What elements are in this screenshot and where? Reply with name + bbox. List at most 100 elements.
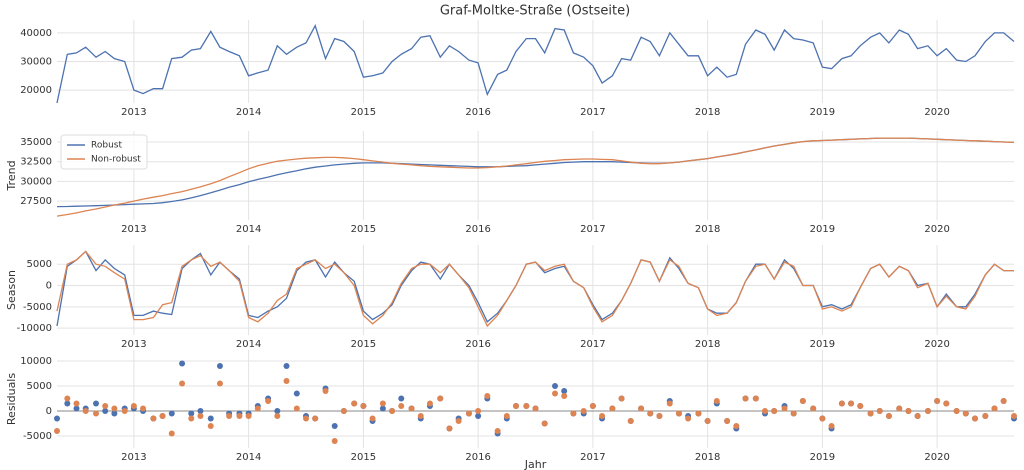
point bbox=[848, 400, 855, 407]
point bbox=[914, 413, 921, 419]
point bbox=[552, 383, 559, 389]
x-tick-label: 2018 bbox=[695, 452, 720, 463]
legend-label: Non-robust bbox=[91, 155, 141, 165]
point bbox=[351, 400, 358, 407]
x-tick-label: 2016 bbox=[465, 224, 490, 235]
point bbox=[398, 403, 405, 409]
point bbox=[121, 408, 128, 414]
point bbox=[437, 395, 444, 402]
point bbox=[408, 405, 415, 412]
point bbox=[647, 410, 654, 417]
point bbox=[389, 408, 396, 414]
point bbox=[867, 410, 874, 417]
series-line bbox=[56, 137, 1015, 208]
point bbox=[523, 403, 530, 409]
point bbox=[724, 418, 731, 424]
point bbox=[580, 408, 587, 414]
point bbox=[991, 405, 998, 412]
point bbox=[752, 395, 759, 402]
point bbox=[638, 405, 645, 412]
point bbox=[82, 408, 89, 414]
point bbox=[54, 415, 60, 422]
point bbox=[379, 405, 386, 412]
point bbox=[982, 413, 989, 419]
point bbox=[857, 403, 864, 409]
point bbox=[245, 413, 252, 419]
point bbox=[962, 410, 969, 417]
x-tick-label: 2019 bbox=[810, 107, 835, 118]
x-tick-label: 2020 bbox=[924, 224, 949, 235]
point bbox=[503, 413, 510, 419]
point bbox=[656, 413, 663, 419]
point bbox=[733, 423, 740, 429]
y-tick-label: 30000 bbox=[20, 57, 52, 68]
x-tick-label: 2018 bbox=[695, 224, 720, 235]
point bbox=[236, 413, 243, 419]
x-tick-label: 2017 bbox=[580, 224, 605, 235]
x-tick-label: 2018 bbox=[695, 339, 720, 350]
point bbox=[953, 408, 960, 414]
point bbox=[179, 360, 186, 367]
x-tick-label: 2013 bbox=[121, 107, 146, 118]
point bbox=[197, 413, 204, 419]
legend-box bbox=[60, 134, 148, 170]
point bbox=[150, 415, 157, 422]
point bbox=[102, 408, 109, 414]
point bbox=[283, 363, 290, 369]
point bbox=[179, 380, 186, 387]
point bbox=[73, 400, 80, 407]
x-tick-label: 2013 bbox=[121, 224, 146, 235]
point bbox=[675, 410, 682, 417]
y-tick-label: 0 bbox=[46, 281, 52, 292]
point bbox=[924, 408, 931, 414]
point bbox=[1000, 398, 1007, 404]
point bbox=[1011, 413, 1017, 419]
series-line bbox=[56, 250, 1014, 328]
point bbox=[168, 430, 175, 437]
point bbox=[943, 400, 950, 407]
x-tick-label: 2016 bbox=[465, 452, 490, 463]
point bbox=[102, 403, 109, 409]
point bbox=[216, 380, 223, 387]
x-tick-label: 2019 bbox=[810, 452, 835, 463]
x-tick-label: 2019 bbox=[810, 339, 835, 350]
point bbox=[293, 405, 300, 412]
point bbox=[265, 398, 272, 404]
point bbox=[704, 418, 711, 424]
point bbox=[589, 403, 596, 409]
series-line bbox=[56, 137, 1015, 217]
x-tick-label: 2017 bbox=[580, 339, 605, 350]
point bbox=[274, 413, 281, 419]
point bbox=[197, 408, 204, 414]
point bbox=[446, 425, 453, 432]
point bbox=[532, 405, 539, 412]
point bbox=[93, 400, 100, 407]
point bbox=[322, 388, 329, 394]
point bbox=[417, 413, 424, 419]
x-tick-label: 2013 bbox=[121, 452, 146, 463]
y-tick-label: 32500 bbox=[20, 157, 52, 168]
x-tick-label: 2015 bbox=[351, 107, 376, 118]
x-tick-label: 2014 bbox=[236, 224, 261, 235]
y-tick-label: 35000 bbox=[20, 137, 52, 148]
legend-label: Robust bbox=[91, 141, 122, 151]
point bbox=[552, 390, 559, 397]
point bbox=[561, 388, 568, 394]
chart-title: Graf-Moltke-Straße (Ostseite) bbox=[440, 4, 630, 19]
x-tick-label: 2013 bbox=[121, 339, 146, 350]
x-tick-label: 2020 bbox=[924, 452, 949, 463]
x-tick-label: 2015 bbox=[351, 224, 376, 235]
point bbox=[685, 415, 692, 422]
y-tick-label: 30000 bbox=[20, 176, 52, 187]
y-tick-label: -10000 bbox=[17, 323, 52, 334]
point bbox=[541, 420, 548, 427]
point bbox=[140, 405, 147, 412]
point bbox=[340, 408, 347, 414]
point bbox=[379, 400, 386, 407]
x-tick-label: 2015 bbox=[351, 452, 376, 463]
x-tick-label: 2019 bbox=[810, 224, 835, 235]
point bbox=[168, 410, 175, 417]
point bbox=[790, 410, 797, 417]
point bbox=[512, 403, 519, 409]
point bbox=[303, 415, 310, 422]
